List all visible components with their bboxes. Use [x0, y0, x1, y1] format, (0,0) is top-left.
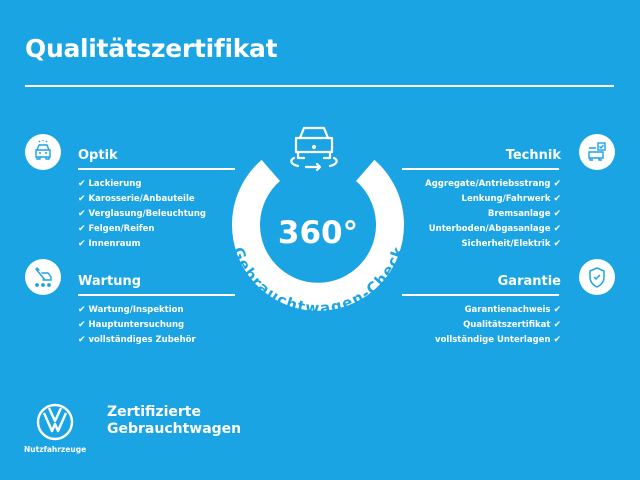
list-item: ✔ Lackierung	[78, 179, 142, 189]
check-icon: ✔	[553, 179, 561, 189]
check-icon: ✔	[78, 209, 86, 219]
check-icon: ✔	[78, 239, 86, 249]
check-icon: ✔	[78, 305, 86, 315]
service-tools-icon	[25, 259, 61, 295]
list-item: ✔ Wartung/Inspektion	[78, 305, 184, 315]
360-label: 360°	[278, 215, 358, 251]
check-icon: ✔	[78, 194, 86, 204]
logo-caption: Nutzfahrzeuge	[24, 445, 87, 454]
list-item: ✔ Verglasung/Beleuchtung	[78, 209, 206, 219]
list-item: ✔ vollständiges Zubehör	[78, 335, 196, 345]
technik-heading: Technik	[505, 148, 561, 163]
list-item: ✔ Hauptuntersuchung	[78, 320, 185, 330]
check-icon: ✔	[78, 320, 86, 330]
list-item: Garantienachweis ✔	[464, 305, 561, 315]
check-icon: ✔	[553, 239, 561, 249]
shield-check-icon	[579, 259, 615, 295]
list-item: Sicherheit/Elektrik ✔	[461, 239, 561, 249]
list-item: Unterboden/Abgasanlage ✔	[428, 224, 561, 234]
vw-logo	[36, 403, 74, 441]
list-item: ✔ Innenraum	[78, 239, 141, 249]
list-item: ✔ Karosserie/Anbauteile	[78, 194, 195, 204]
page-title: Qualitätszertifikat	[25, 34, 278, 63]
title-divider	[25, 85, 614, 87]
list-item: Aggregate/Antriebsstrang ✔	[425, 179, 561, 189]
wartung-heading: Wartung	[78, 274, 142, 289]
wartung-divider	[78, 294, 235, 296]
car-front-icon	[25, 134, 61, 170]
technik-list: Aggregate/Antriebsstrang ✔ Lenkung/Fahrw…	[425, 177, 561, 252]
brand-text: Zertifizierte Gebrauchtwagen	[107, 404, 242, 437]
garantie-list: Garantienachweis ✔ Qualitätszertifikat ✔…	[435, 303, 561, 348]
check-icon: ✔	[553, 194, 561, 204]
technik-divider	[402, 168, 559, 170]
check-icon: ✔	[78, 179, 86, 189]
list-item: Bremsanlage ✔	[487, 209, 561, 219]
check-icon: ✔	[553, 209, 561, 219]
list-item: vollständige Unterlagen ✔	[435, 335, 561, 345]
optik-list: ✔ Lackierung ✔ Karosserie/Anbauteile ✔ V…	[78, 177, 206, 252]
check-icon: ✔	[553, 320, 561, 330]
check-icon: ✔	[553, 224, 561, 234]
list-item: Lenkung/Fahrwerk ✔	[461, 194, 561, 204]
engine-check-icon	[579, 134, 615, 170]
check-icon: ✔	[78, 224, 86, 234]
garantie-divider	[402, 294, 559, 296]
wartung-list: ✔ Wartung/Inspektion ✔ Hauptuntersuchung…	[78, 303, 196, 348]
car-rotate-icon	[290, 126, 338, 172]
optik-divider	[78, 168, 235, 170]
ring	[232, 159, 404, 311]
check-icon: ✔	[78, 335, 86, 345]
garantie-heading: Garantie	[497, 274, 561, 289]
check-icon: ✔	[553, 305, 561, 315]
list-item: Qualitätszertifikat ✔	[463, 320, 561, 330]
list-item: ✔ Felgen/Reifen	[78, 224, 155, 234]
optik-heading: Optik	[78, 148, 118, 163]
check-icon: ✔	[553, 335, 561, 345]
